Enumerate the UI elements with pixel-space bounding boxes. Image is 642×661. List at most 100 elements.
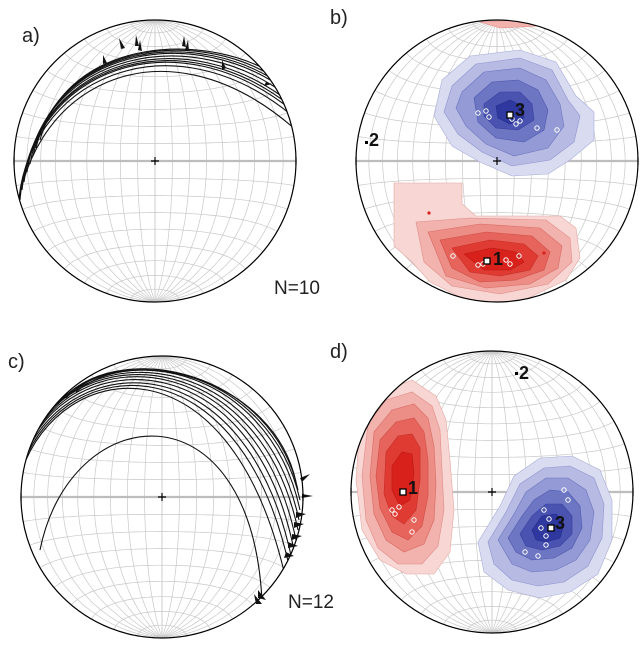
fault-trace (39, 435, 263, 601)
axis-3-b: 3 (506, 100, 525, 120)
center-cross (350, 488, 634, 496)
fault-trace (25, 382, 293, 561)
p-axis-contours-b (393, 182, 581, 302)
panel-label-c: c) (8, 351, 25, 373)
data-point (513, 121, 519, 127)
panel-label-a: a) (22, 25, 40, 47)
data-point (483, 108, 489, 114)
t-axis-contours-d (477, 455, 613, 599)
axis-marker (399, 488, 407, 496)
slip-arrow (254, 594, 262, 604)
data-point (543, 533, 549, 539)
data-point (546, 516, 552, 522)
fault-trace (39, 48, 281, 141)
slip-arrow (182, 36, 186, 47)
data-point (565, 497, 571, 503)
fault-traces-a (15, 48, 296, 231)
data-point (396, 504, 402, 510)
axis-label-3: 3 (515, 100, 525, 120)
slip-arrow (185, 40, 189, 51)
data-point (503, 257, 509, 263)
slip-arrow (103, 55, 107, 64)
data-point (507, 261, 513, 267)
axis-label-2: 2 (369, 130, 379, 150)
t-axis-contours-b (433, 49, 595, 177)
contours-b (393, 20, 595, 302)
slip-arrows-c (254, 474, 313, 604)
fault-trace (17, 65, 296, 211)
fault-trace (33, 376, 297, 541)
data-point (543, 542, 549, 548)
panel-d: 1 2 3 d) (330, 341, 634, 634)
panel-a: a) N=10 (13, 19, 320, 303)
data-point (516, 253, 522, 259)
slip-arrows-a (103, 35, 272, 86)
center-cross (355, 157, 639, 165)
fault-trace (29, 52, 289, 165)
data-point (542, 251, 546, 255)
slip-arrow (288, 542, 298, 548)
contour-band (463, 247, 525, 271)
data-point (411, 517, 417, 523)
panel-b: 1 2 3 b) (330, 7, 639, 303)
fault-trace (21, 60, 294, 191)
data-points-d (389, 487, 571, 559)
data-point (535, 553, 541, 559)
data-point (541, 507, 547, 513)
panel-label-d: d) (330, 341, 348, 363)
fault-trace (29, 379, 295, 551)
slip-arrow (138, 40, 142, 51)
axis-3-d: 3 (547, 513, 565, 533)
center-cross (20, 493, 304, 501)
fault-trace (21, 387, 287, 581)
fault-trace (75, 369, 297, 483)
axis-label-1: 1 (408, 478, 418, 498)
data-point (486, 114, 492, 120)
axis-label-1: 1 (493, 249, 503, 269)
axis-marker (547, 524, 555, 532)
count-label-a: N=10 (274, 278, 320, 299)
fault-traces-c (21, 368, 301, 601)
count-label-c: N=12 (288, 592, 334, 613)
fault-trace (23, 385, 291, 571)
data-point (389, 507, 395, 513)
slip-arrow (300, 474, 310, 482)
fault-trace (19, 61, 295, 201)
axis-marker (365, 141, 368, 144)
slip-arrow (135, 35, 139, 46)
data-point (450, 253, 456, 259)
data-point (409, 529, 415, 535)
fault-trace (37, 374, 299, 531)
axis-label-2: 2 (519, 363, 529, 383)
panel-label-b: b) (330, 7, 348, 29)
slip-arrow (264, 82, 272, 86)
data-point (517, 118, 523, 124)
slip-arrow (284, 552, 294, 558)
slip-arrow (294, 522, 304, 528)
axis-label-3: 3 (555, 513, 565, 533)
axis-marker (515, 372, 518, 375)
data-point (538, 525, 544, 531)
fault-trace (65, 368, 299, 491)
slip-arrow (119, 38, 125, 49)
data-point (522, 549, 528, 555)
data-point (475, 110, 481, 116)
fault-trace (26, 55, 291, 173)
contours-d (355, 379, 613, 599)
panel-c: c) N=12 (8, 351, 334, 639)
center-cross (13, 157, 297, 165)
p-axis-contours-d (355, 379, 455, 575)
slip-arrow (258, 590, 266, 600)
axis-1-d: 1 (399, 478, 418, 498)
data-point (534, 125, 540, 131)
data-point (554, 127, 560, 133)
axis-1-b: 1 (483, 249, 503, 269)
axis-marker (483, 257, 491, 265)
axis-2-d: 2 (515, 363, 529, 383)
contour-band (391, 451, 415, 507)
fault-trace (49, 369, 301, 511)
axis-marker (506, 111, 514, 119)
slip-arrow (222, 60, 226, 70)
axis-2-b: 2 (365, 130, 379, 150)
slip-arrow (296, 512, 306, 518)
